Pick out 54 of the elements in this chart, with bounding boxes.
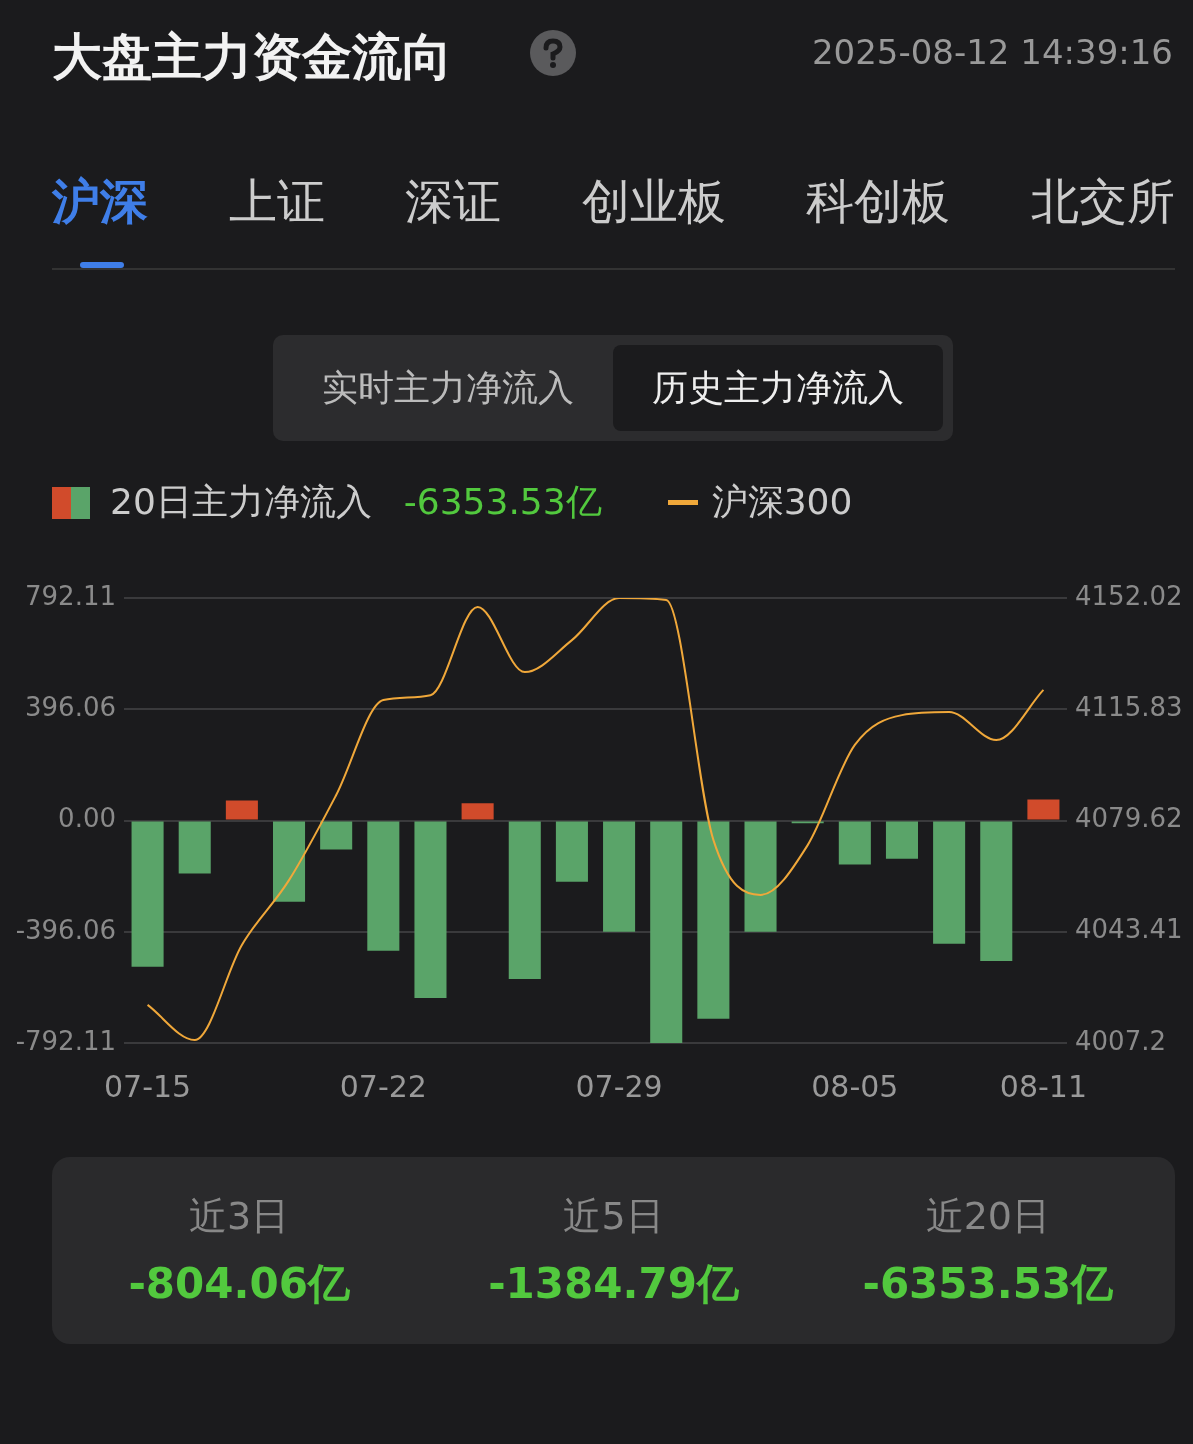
y-tick-label: -792.11 <box>15 1025 116 1056</box>
x-tick-label: 08-05 <box>811 1068 899 1104</box>
text: -804.06亿 <box>127 1258 351 1310</box>
y-tick-label: 792.11 <box>25 580 116 611</box>
y2-tick-label: 4007.2 <box>1075 1025 1166 1056</box>
text: 科创板 <box>806 172 951 231</box>
legend-label: 沪深300 <box>711 480 853 524</box>
x-tick-label: 07-15 <box>103 1068 192 1104</box>
text: 近5日 <box>562 1193 665 1240</box>
x-tick-label: 08-11 <box>999 1068 1088 1104</box>
bar <box>603 821 636 932</box>
y2-tick-label: 4043.41 <box>1075 914 1183 945</box>
bar <box>367 821 400 951</box>
text: 北交所 <box>1030 172 1175 231</box>
text: -6353.53亿 <box>861 1258 1115 1310</box>
bar <box>650 821 683 1043</box>
bar <box>744 821 777 932</box>
y-tick-label: 0.00 <box>58 803 116 834</box>
text: 近3日 <box>188 1193 291 1240</box>
legend-label: 20日主力净流入 <box>110 480 372 524</box>
y-tick-label: 396.06 <box>25 692 116 722</box>
y-tick-label: -396.06 <box>15 914 116 945</box>
bar <box>885 821 919 859</box>
text: 历史主力净流入 <box>613 345 943 431</box>
bar <box>980 821 1013 961</box>
bar <box>131 821 164 967</box>
y2-tick-label: 4115.83 <box>1075 691 1183 722</box>
y2-tick-label: 4152.02 <box>1075 580 1183 611</box>
bar <box>461 803 494 820</box>
bar <box>225 800 258 820</box>
bar <box>697 821 730 1019</box>
text: 实时主力净流入 <box>321 366 575 410</box>
bar <box>838 821 871 865</box>
text: 上证 <box>228 172 325 231</box>
bar <box>414 821 447 999</box>
text: -1384.79亿 <box>487 1258 740 1310</box>
text: 2025-08-12 14:39:16 <box>811 32 1173 72</box>
y2-tick-label: 4079.62 <box>1075 803 1183 834</box>
chart-title: 大盘主力资金流向 <box>52 27 452 88</box>
bar <box>933 821 966 944</box>
bar <box>178 821 211 874</box>
text: 深证 <box>405 172 502 231</box>
bar <box>272 821 306 902</box>
text: 创业板 <box>581 172 726 231</box>
text: -6353.53亿 <box>403 480 602 524</box>
text: 近20日 <box>924 1193 1051 1240</box>
line-series <box>146 598 1045 1041</box>
bar <box>508 821 541 979</box>
text: 沪深 <box>52 172 148 231</box>
x-tick-label: 07-22 <box>339 1068 427 1104</box>
bar <box>320 821 353 850</box>
bar <box>1027 799 1060 820</box>
x-tick-label: 07-29 <box>575 1068 663 1104</box>
bar <box>555 821 588 882</box>
